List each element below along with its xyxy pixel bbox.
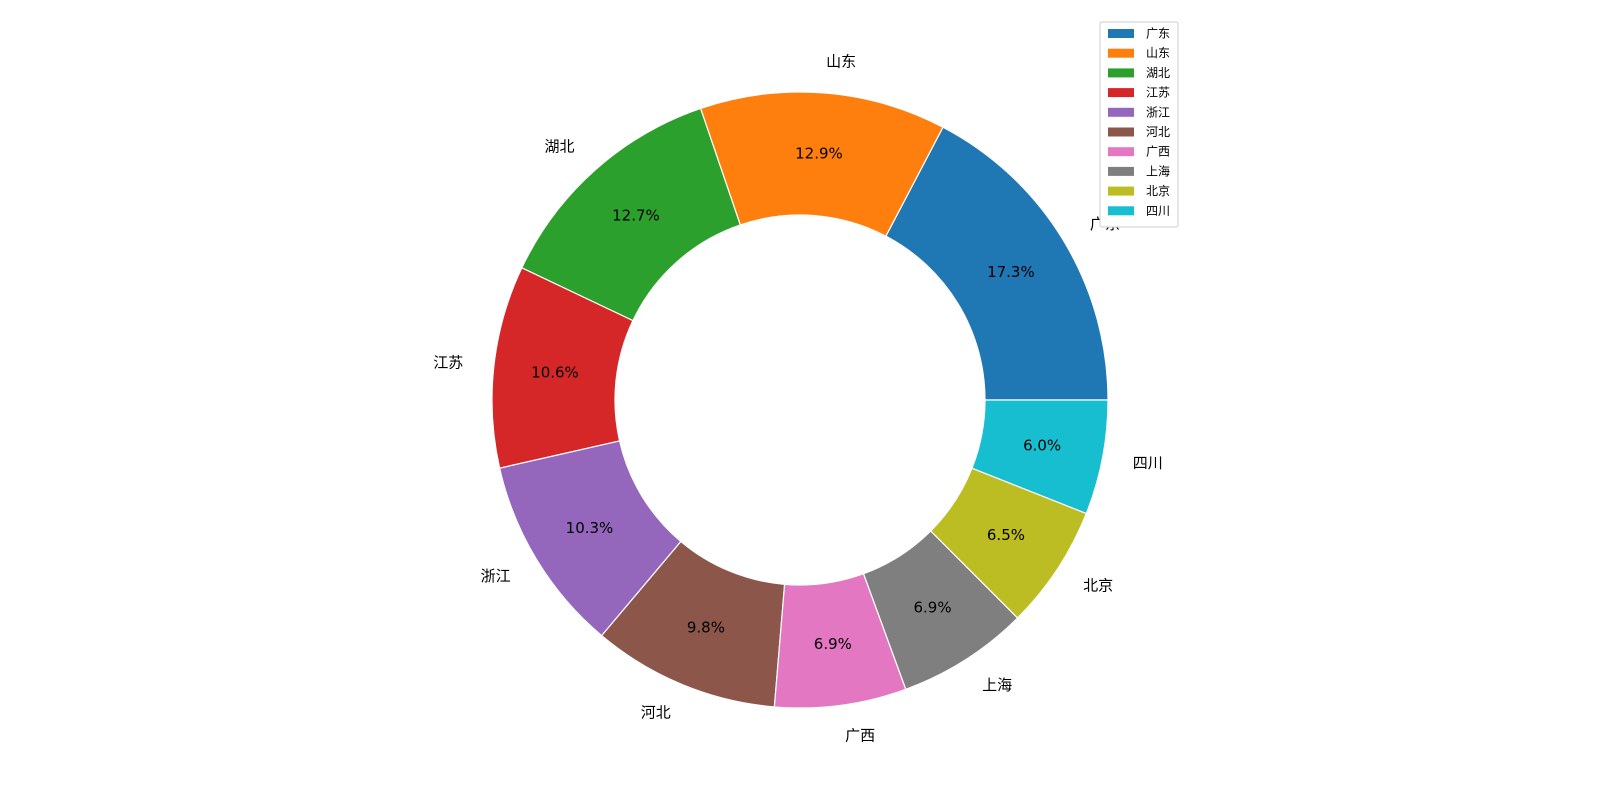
slice-label: 浙江 [481, 567, 511, 585]
legend-label: 山东 [1146, 46, 1170, 60]
legend-swatch [1108, 68, 1134, 78]
legend-swatch [1108, 147, 1134, 157]
slice [885, 126, 1109, 401]
legend-swatch [1108, 127, 1134, 137]
slice-label: 湖北 [545, 138, 575, 156]
value-label: 6.5% [987, 526, 1025, 544]
legend-label: 河北 [1146, 125, 1170, 139]
value-label: 10.3% [566, 519, 614, 537]
legend-swatch [1108, 107, 1134, 117]
value-label: 6.9% [913, 598, 951, 616]
legend-label: 湖北 [1146, 65, 1170, 80]
legend-label: 上海 [1146, 163, 1170, 178]
slice-label: 山东 [826, 53, 856, 71]
legend-label: 江苏 [1146, 86, 1170, 100]
legend-label: 浙江 [1146, 105, 1170, 119]
legend-label: 广东 [1146, 27, 1170, 41]
legend-swatch [1108, 48, 1134, 58]
value-label: 17.3% [987, 263, 1035, 281]
legend-swatch [1108, 186, 1134, 196]
value-label: 6.0% [1023, 437, 1061, 455]
slice-label: 江苏 [433, 353, 463, 371]
legend-swatch [1108, 166, 1134, 176]
legend-swatch [1108, 88, 1134, 98]
value-label: 10.6% [531, 363, 579, 381]
value-label: 6.9% [814, 635, 852, 653]
slice-label: 河北 [641, 704, 671, 722]
legend-label: 四川 [1146, 204, 1170, 218]
slice-label: 广西 [845, 726, 875, 744]
legend-label: 北京 [1146, 184, 1170, 198]
legend-label: 广西 [1146, 145, 1170, 159]
slice-label: 北京 [1083, 577, 1113, 595]
value-label: 12.9% [795, 145, 843, 163]
value-label: 12.7% [612, 206, 660, 224]
value-label: 9.8% [687, 618, 725, 636]
legend-swatch [1108, 29, 1134, 38]
slice-label: 上海 [982, 676, 1012, 694]
legend-swatch [1108, 206, 1134, 216]
slice-label: 四川 [1133, 454, 1163, 472]
slice [971, 399, 1109, 515]
